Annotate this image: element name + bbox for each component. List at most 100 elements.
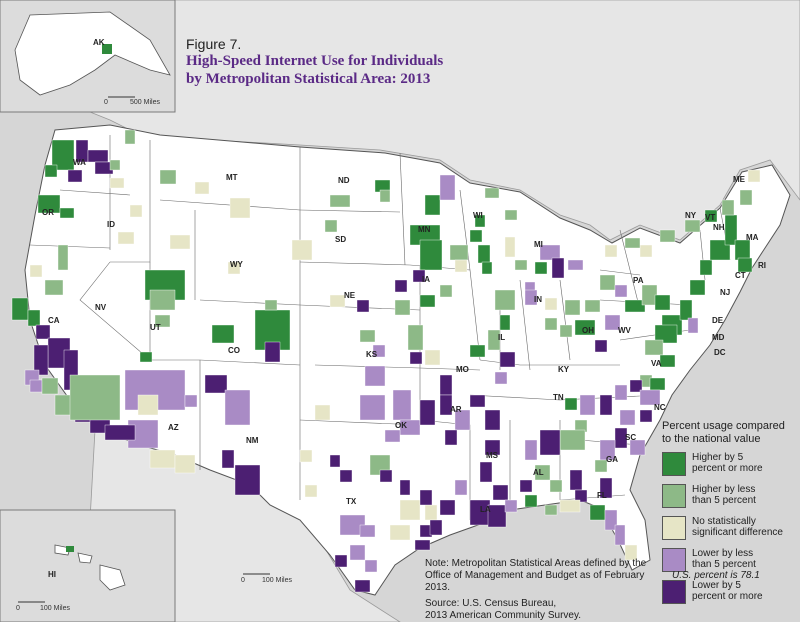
state-label-sd: SD <box>335 235 346 244</box>
msa-nodiff <box>117 231 135 245</box>
msa-higher5 <box>469 344 486 358</box>
state-label-ma: MA <box>746 233 759 242</box>
state-label-ne: NE <box>344 291 356 300</box>
msa-higher5 <box>51 139 75 171</box>
state-label-de: DE <box>712 316 724 325</box>
state-label-md: MD <box>712 333 725 342</box>
legend-item-lowerless: Lower by less than 5 percent <box>662 548 796 576</box>
msa-lower5 <box>487 504 507 528</box>
msa-lower5 <box>339 469 353 483</box>
msa-higherless <box>739 189 753 206</box>
msa-higher5 <box>689 279 706 296</box>
figure-title-line-2: by Metropolitan Statistical Area: 2013 <box>186 71 431 87</box>
msa-nodiff <box>227 261 241 275</box>
msa-lower5 <box>519 479 533 493</box>
msa-higher5 <box>44 164 58 178</box>
msa-nodiff <box>314 404 331 421</box>
msa-higher5 <box>564 397 578 411</box>
msa-higher5 <box>534 261 548 275</box>
state-label-nm: NM <box>246 436 259 445</box>
msa-lower5 <box>204 374 228 394</box>
msa-lowerless <box>364 365 386 387</box>
state-label-la: LA <box>480 505 491 514</box>
state-label-wy: WY <box>230 260 244 269</box>
msa-higher5 <box>59 207 75 219</box>
msa-higherless <box>407 324 424 351</box>
msa-lowerless <box>29 379 43 393</box>
legend-label-higher5: Higher by 5 percent or more <box>692 452 763 474</box>
msa-lowerless <box>504 499 518 513</box>
msa-lower5 <box>574 489 588 503</box>
state-label-sc: SC <box>625 433 636 442</box>
msa-lower5 <box>484 409 501 431</box>
state-label-il: IL <box>498 333 505 342</box>
msa-lower5 <box>354 579 371 593</box>
msa-nodiff <box>639 244 653 258</box>
msa-higher5 <box>499 314 511 331</box>
msa-nodiff <box>109 177 125 189</box>
state-label-va: VA <box>651 359 662 368</box>
msa-lower5 <box>379 469 393 483</box>
figure-title-line-1: High-Speed Internet Use for Individuals <box>186 53 444 69</box>
msa-lower5 <box>492 484 509 501</box>
msa-lowerless <box>364 559 378 573</box>
msa-lowerless <box>359 524 376 538</box>
msa-lower5 <box>329 454 341 468</box>
state-label-ms: MS <box>486 451 499 460</box>
msa-higherless <box>449 244 469 261</box>
msa-lower5 <box>399 479 411 496</box>
msa-lower5 <box>67 169 83 183</box>
msa-higherless <box>721 199 735 216</box>
msa-higher5 <box>704 209 718 223</box>
msa-higher5 <box>654 294 671 311</box>
msa-nodiff <box>194 181 210 195</box>
msa-lowerless <box>614 284 628 298</box>
legend-swatch-nodiff <box>662 516 686 540</box>
state-label-ar: AR <box>450 405 462 414</box>
msa-nodiff <box>137 394 159 416</box>
state-label-ny: NY <box>685 211 697 220</box>
msa-nodiff <box>624 544 638 561</box>
state-label-ga: GA <box>606 455 618 464</box>
msa-lowerless <box>494 371 508 385</box>
msa-lower5 <box>499 351 516 368</box>
msa-lowerless <box>629 439 646 456</box>
msa-higherless <box>57 244 69 271</box>
legend-swatch-higher5 <box>662 452 686 476</box>
msa-hawaii <box>66 546 74 552</box>
msa-lowerless <box>359 394 386 421</box>
msa-higherless <box>154 314 171 328</box>
msa-higherless <box>641 284 658 306</box>
state-label-al: AL <box>533 468 544 477</box>
msa-nodiff <box>424 504 438 521</box>
state-label-hi: HI <box>48 570 56 579</box>
state-label-nh: NH <box>713 223 725 232</box>
msa-higherless <box>559 429 586 451</box>
msa-higherless <box>124 129 136 145</box>
msa-lowerless <box>524 289 538 306</box>
msa-higherless <box>149 289 176 311</box>
hawaii-islands <box>54 544 126 591</box>
msa-higherless <box>599 274 616 291</box>
msa-lower5 <box>439 499 456 516</box>
state-label-ok: OK <box>395 421 407 430</box>
msa-higherless <box>494 289 516 311</box>
msa-lower5 <box>599 477 613 499</box>
msa-lower5 <box>629 379 643 393</box>
msa-lowerless <box>639 389 661 406</box>
msa-higher5 <box>481 261 493 275</box>
msa-alaska <box>102 44 112 54</box>
msa-nodiff <box>399 499 421 521</box>
hawaii-scale: 0 100 Miles <box>16 601 70 612</box>
state-label-ky: KY <box>558 365 570 374</box>
msa-higher5 <box>737 257 753 273</box>
msa-nodiff <box>299 449 313 463</box>
legend-swatch-lowerless <box>662 548 686 572</box>
state-label-ri: RI <box>758 261 766 270</box>
msa-lowerless <box>399 419 421 436</box>
msa-lowerless <box>539 244 561 261</box>
msa-higherless <box>514 259 528 271</box>
msa-lower5 <box>484 439 501 456</box>
msa-higherless <box>44 279 64 296</box>
